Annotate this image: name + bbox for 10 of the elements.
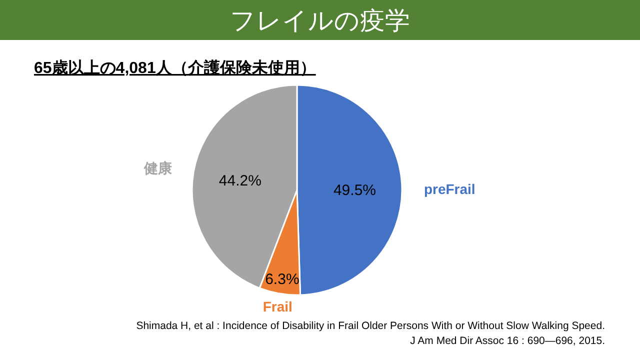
data-label: 44.2% <box>218 172 262 190</box>
text: J Am Med Dir Assoc 16 : 690—696, 2015. <box>410 335 605 347</box>
chart-title: フレイルの疫学 <box>230 7 410 35</box>
text: Shimada H, et al : Incidence of Disability in Frail Older Persons With or Without Slow Walking Speed. <box>136 320 605 332</box>
chart-subtitle: 65歳以上の4,081人（介護保険未使用） <box>34 59 316 77</box>
data-label: 49.5% <box>333 182 376 200</box>
slice-label: preFrail <box>424 181 476 198</box>
slice-label: Frail <box>262 298 292 314</box>
data-label: 6.3% <box>265 271 300 288</box>
slice-label: 健康 <box>143 160 174 176</box>
